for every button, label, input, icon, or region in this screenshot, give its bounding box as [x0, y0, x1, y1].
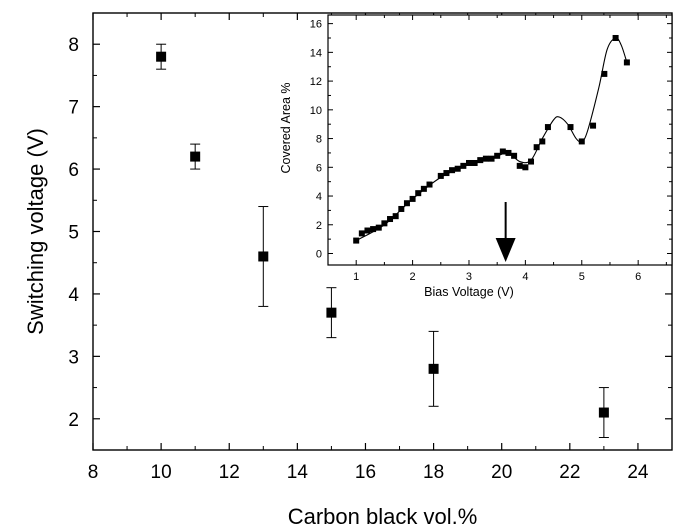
inset-data-marker [578, 138, 585, 145]
inset-data-marker [544, 124, 551, 131]
data-point [326, 287, 337, 339]
inset-y-tick-label: 2 [316, 220, 322, 232]
inset-data-marker [516, 162, 523, 169]
inset-data-marker [392, 213, 399, 220]
inset-y-tick-label: 14 [310, 47, 322, 59]
inset-y-tick-label: 6 [316, 162, 322, 174]
inset-data-marker [426, 181, 433, 188]
inset-x-tick-label: 6 [635, 271, 641, 283]
data-point [258, 206, 269, 307]
inset-data-marker [528, 158, 535, 165]
inset-data-marker [567, 124, 574, 131]
inset-y-tick-label: 10 [310, 105, 322, 117]
inset-data-marker [370, 226, 377, 233]
inset-data-marker [539, 138, 546, 145]
inset-data-marker [488, 155, 495, 162]
inset-x-tick-label: 4 [522, 271, 528, 283]
main-y-tick-label: 6 [68, 160, 79, 181]
inset-y-tick-label: 16 [310, 19, 322, 31]
inset-y-tick-label: 12 [310, 76, 322, 88]
inset-data-marker [449, 167, 456, 174]
data-point [156, 43, 167, 70]
inset-data-marker [381, 220, 388, 227]
main-x-tick-label: 18 [423, 462, 444, 483]
inset-data-marker [533, 144, 540, 151]
inset-data-marker [482, 155, 489, 162]
inset-x-tick-label: 5 [579, 271, 585, 283]
main-x-tick-label: 8 [88, 462, 99, 483]
inset-data-marker [387, 216, 394, 223]
inset-data-marker [494, 152, 501, 159]
main-y-tick-label: 4 [68, 285, 79, 306]
main-x-tick-label: 14 [287, 462, 309, 483]
inset-x-tick-label: 1 [353, 271, 359, 283]
inset-x-tick-label: 2 [410, 271, 416, 283]
main-x-tick-label: 24 [627, 462, 649, 483]
inset-data-marker [460, 162, 467, 169]
inset-data-marker [353, 237, 360, 244]
main-x-tick-label: 10 [151, 462, 172, 483]
inset-data-marker [409, 195, 416, 202]
inset-data-marker [364, 227, 371, 234]
main-x-axis-label: Carbon black vol.% [288, 504, 478, 529]
inset-y-axis-label: Covered Area % [279, 82, 293, 173]
inset-data-marker [499, 148, 506, 155]
inset-data-marker [420, 185, 427, 192]
inset-data-marker [590, 122, 597, 129]
data-point [598, 387, 609, 439]
inset-y-tick-label: 8 [316, 134, 322, 146]
main-y-tick-label: 3 [68, 347, 79, 368]
inset-data-marker [511, 152, 518, 159]
inset-data-marker [471, 159, 478, 166]
inset-data-marker [623, 59, 630, 66]
inset-data-marker [522, 164, 529, 171]
main-y-tick-label: 7 [68, 98, 79, 119]
data-marker [326, 307, 337, 318]
main-x-tick-label: 20 [491, 462, 512, 483]
inset-data-marker [415, 190, 422, 197]
main-x-tick-label: 22 [559, 462, 580, 483]
data-marker [428, 363, 439, 374]
inset-data-marker [437, 172, 444, 179]
data-marker [598, 407, 609, 418]
inset-data-marker [454, 165, 461, 172]
data-marker [190, 151, 201, 162]
data-marker [156, 51, 167, 62]
inset-data-marker [601, 70, 608, 77]
inset-data-marker [358, 230, 365, 237]
inset-data-marker [465, 159, 472, 166]
inset-data-marker [505, 149, 512, 156]
inset-y-tick-label: 4 [316, 191, 322, 203]
inset-arrow-head [495, 238, 516, 262]
main-x-tick-label: 16 [355, 462, 376, 483]
inset-x-axis-label: Bias Voltage (V) [424, 285, 514, 299]
main-y-tick-label: 5 [68, 223, 79, 244]
inset-y-tick-label: 0 [316, 249, 322, 261]
inset-data-marker [403, 200, 410, 207]
main-y-tick-label: 2 [68, 410, 79, 431]
inset-data-marker [477, 157, 484, 164]
inset-data-marker [612, 34, 619, 41]
data-point [428, 330, 439, 407]
main-x-tick-label: 12 [219, 462, 240, 483]
inset-data-marker [443, 170, 450, 177]
data-marker [258, 251, 269, 262]
inset-data-marker [398, 205, 405, 212]
main-y-axis-label: Switching voltage (V) [23, 128, 48, 335]
inset-x-tick-label: 3 [466, 271, 472, 283]
data-point [190, 143, 201, 170]
inset-data-marker [375, 224, 382, 231]
main-y-tick-label: 8 [68, 35, 79, 56]
